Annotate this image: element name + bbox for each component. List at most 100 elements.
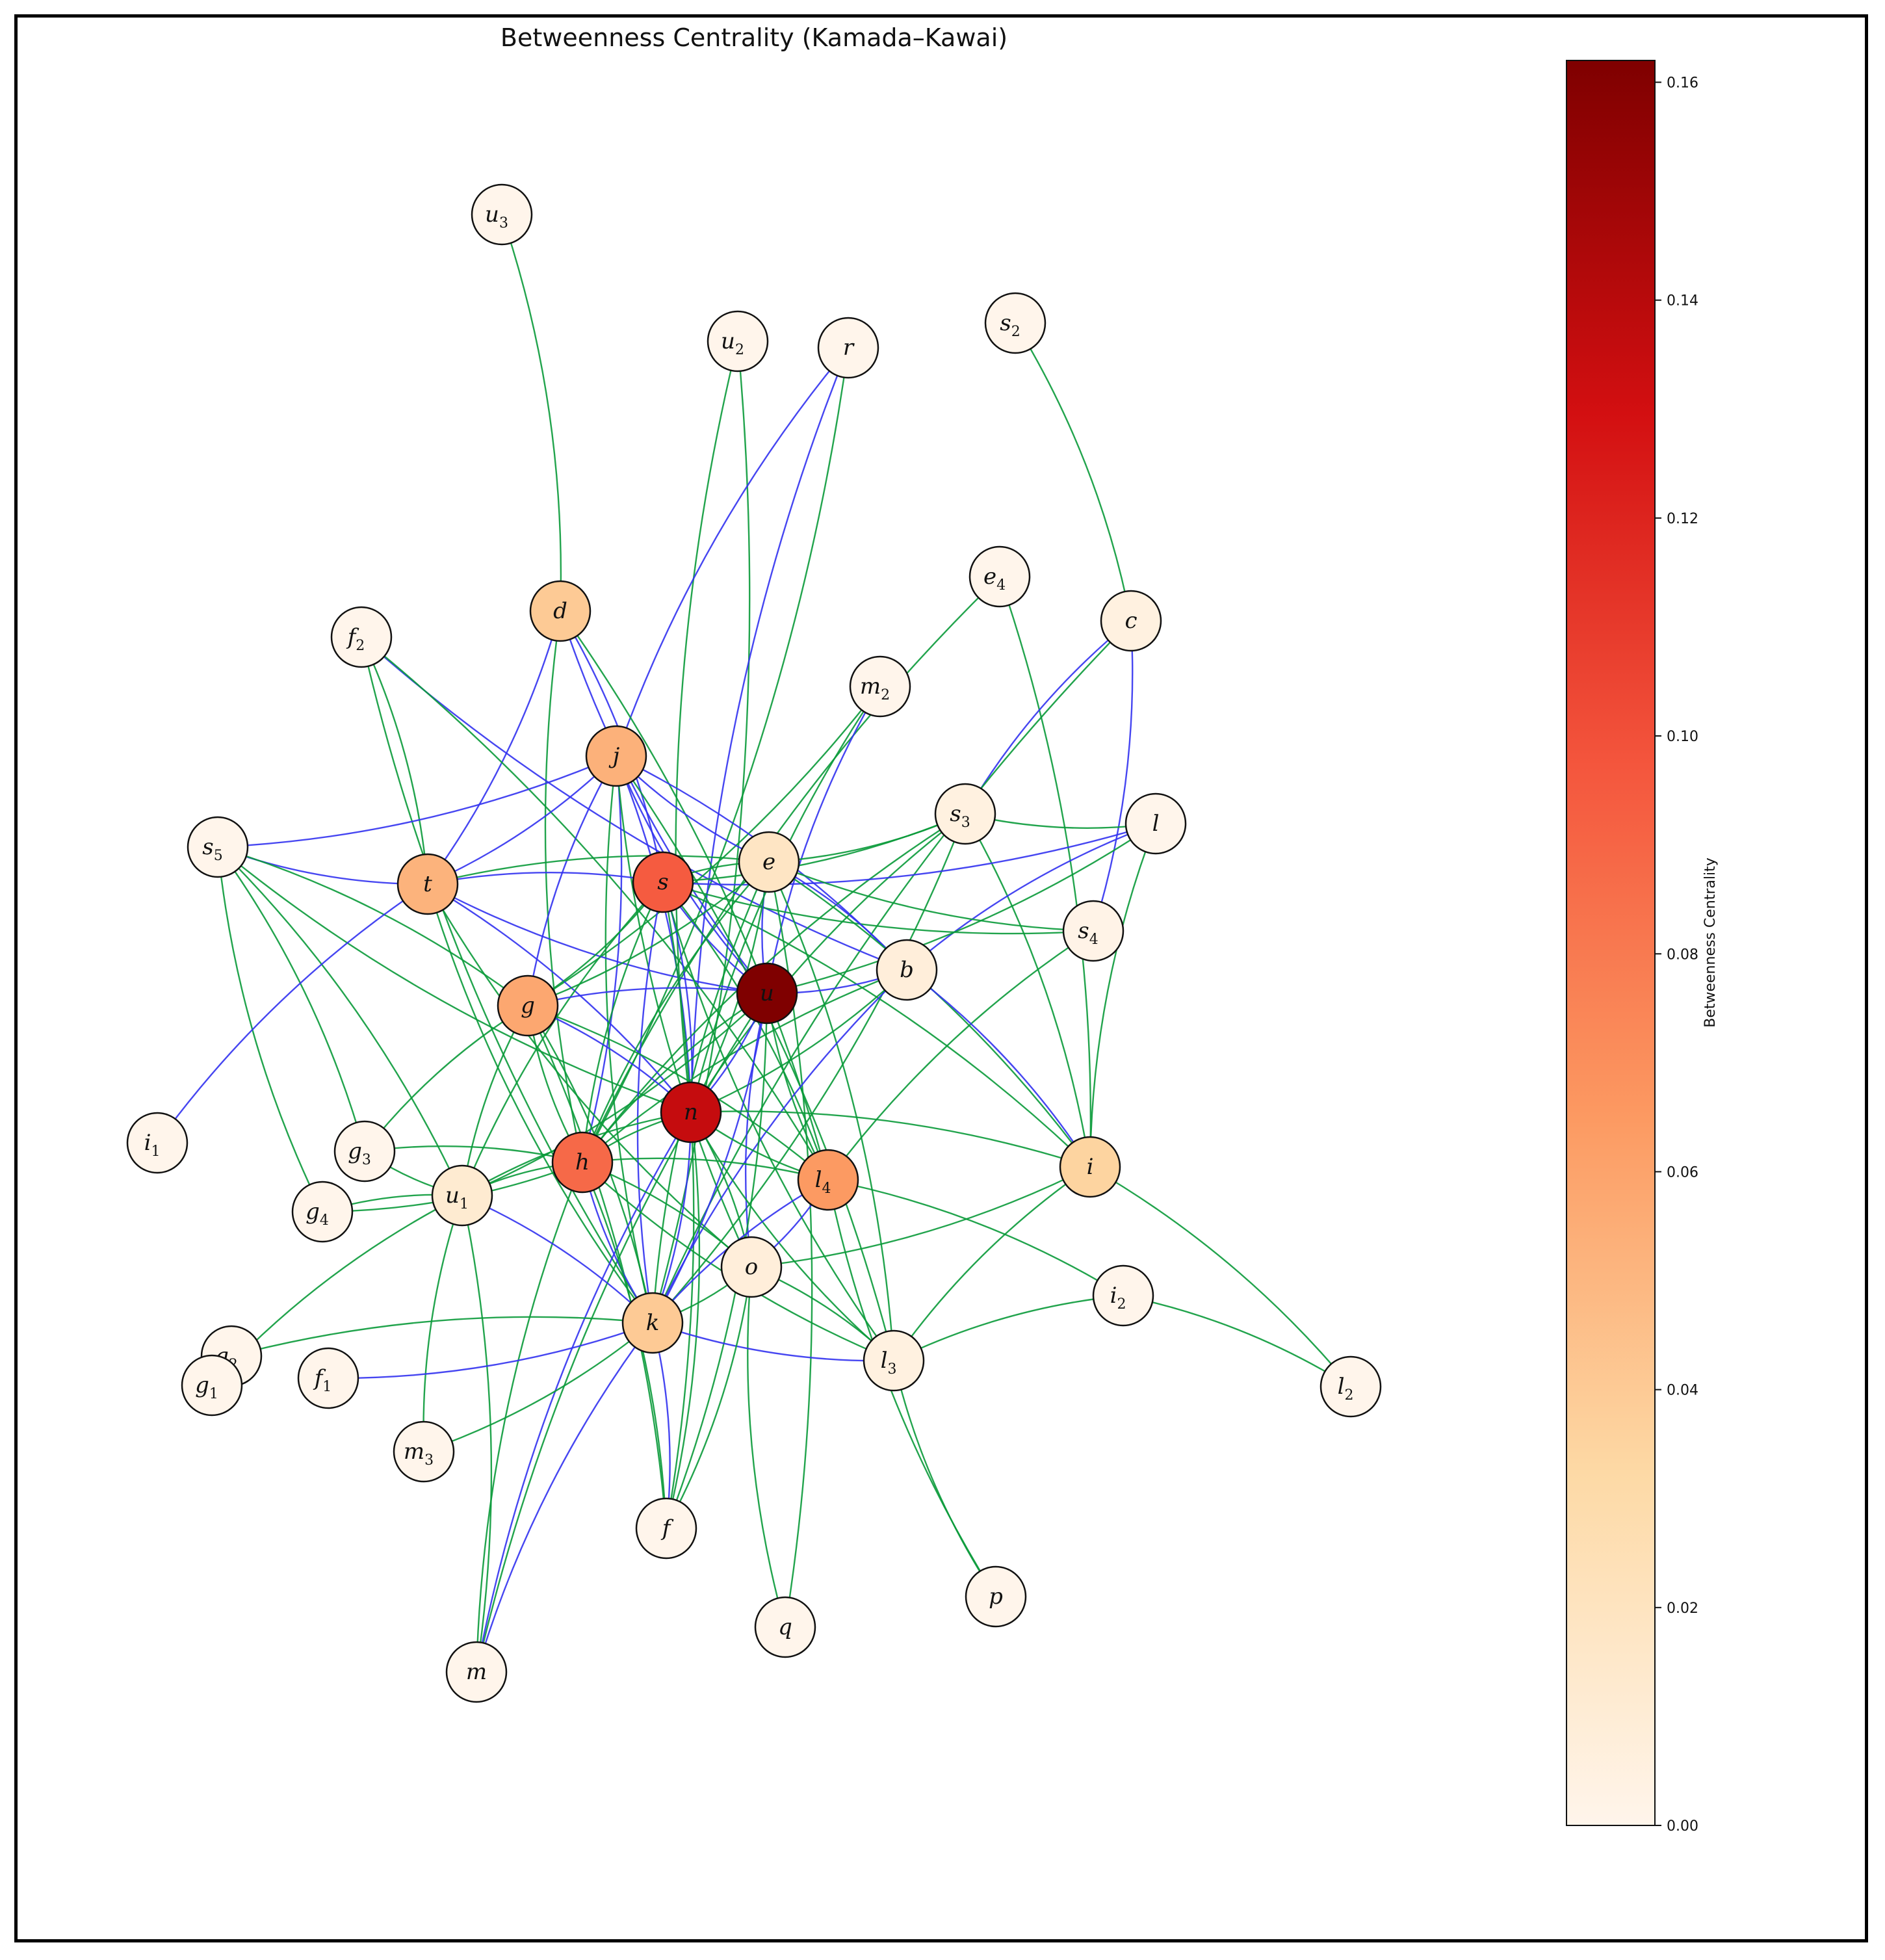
edge-b-h [582, 969, 907, 1163]
colorbar-tick-label: 0.14 [1667, 293, 1698, 309]
node-circle [797, 1149, 859, 1211]
edge-l-s [662, 822, 1156, 886]
node-circle [934, 783, 996, 845]
node-label: s [657, 869, 668, 895]
node-j[interactable]: j [585, 725, 647, 787]
node-circle [1124, 792, 1187, 855]
chart-title: Betweenness Centrality (Kamada–Kawai) [500, 23, 1008, 52]
edge-s3-k [652, 813, 967, 1324]
node-label: n [684, 1099, 698, 1125]
node-circle [817, 317, 879, 379]
node-g3[interactable]: g3 [333, 1120, 396, 1183]
node-label: k [646, 1310, 660, 1336]
edge-u-o [744, 993, 768, 1268]
edge-n-i [690, 1110, 1091, 1168]
edge-i2-l3 [893, 1294, 1124, 1362]
node-i2[interactable]: i2 [1092, 1264, 1154, 1327]
node-g4[interactable]: g4 [291, 1181, 354, 1243]
node-circle [738, 831, 800, 893]
node-h[interactable]: h [551, 1131, 614, 1194]
colorbar-ticks: 0.00 0.02 0.04 0.06 0.08 0.10 0.12 0.14 0.16 [1655, 75, 1698, 1835]
edge-f2-l4 [361, 636, 829, 1181]
node-l[interactable]: l [1124, 792, 1187, 855]
edge-m2-u [766, 686, 881, 994]
node-label: g [521, 993, 535, 1019]
node-circle [849, 655, 911, 718]
node-e[interactable]: e [738, 831, 800, 893]
node-circle [393, 1420, 455, 1483]
node-label: u [760, 980, 774, 1006]
node-label: q [778, 1614, 792, 1640]
edge-s5-g3 [217, 846, 366, 1152]
edge-b-n [690, 969, 907, 1114]
edge-t-i1 [157, 883, 428, 1143]
edge-u1-m3 [422, 1195, 463, 1452]
node-circle [529, 580, 592, 642]
node-circle [720, 1236, 783, 1298]
edge-f2-k [360, 636, 654, 1324]
node-s2[interactable]: s2 [984, 292, 1046, 354]
edge-c-s3 [964, 620, 1132, 815]
colorbar: 0.00 0.02 0.04 0.06 0.08 0.10 0.12 0.14 0.16 Bet… [1566, 60, 1719, 1835]
node-r[interactable]: r [817, 317, 879, 379]
edge-n-m [475, 1112, 692, 1673]
node-g[interactable]: g [497, 974, 559, 1037]
node-t[interactable]: t [396, 853, 459, 915]
node-n[interactable]: n [660, 1081, 722, 1143]
node-k[interactable]: k [621, 1292, 684, 1354]
node-circle [965, 1565, 1027, 1628]
node-label: b [900, 957, 914, 983]
edge-n-f [665, 1112, 701, 1529]
node-q[interactable]: q [754, 1596, 816, 1658]
edge-i-l2 [1089, 1166, 1351, 1387]
colorbar-tick-label: 0.00 [1667, 1818, 1698, 1835]
node-s5[interactable]: s5 [187, 816, 249, 878]
node-b[interactable]: b [876, 939, 938, 1001]
node-o[interactable]: o [720, 1236, 783, 1298]
node-u3[interactable]: u3 [471, 183, 533, 246]
edge-k-l3 [652, 1322, 894, 1362]
node-label: r [843, 335, 855, 361]
node-i[interactable]: i [1059, 1136, 1121, 1198]
node-circle [187, 816, 249, 878]
edge-s2-c [1014, 322, 1132, 621]
node-label: m [466, 1659, 487, 1685]
figure-frame [14, 14, 1868, 1942]
edge-m2-g [527, 686, 881, 1007]
edge-s4-l4 [827, 930, 1094, 1181]
edge-o-f [665, 1266, 753, 1529]
node-g1[interactable]: g1 [181, 1354, 243, 1417]
node-f1[interactable]: f1 [297, 1347, 359, 1409]
node-circle [876, 939, 938, 1001]
node-d[interactable]: d [529, 580, 592, 642]
edge-e-s4 [768, 861, 1094, 932]
node-m2[interactable]: m2 [849, 655, 911, 718]
node-u[interactable]: u [736, 962, 798, 1025]
node-circle [297, 1347, 359, 1409]
node-label: d [553, 598, 567, 624]
edge-k-m [475, 1322, 653, 1673]
edge-j-g [526, 755, 618, 1006]
node-l4[interactable]: l4 [797, 1149, 859, 1211]
node-s4[interactable]: s4 [1062, 900, 1124, 962]
node-f2[interactable]: f2 [330, 606, 393, 668]
node-f[interactable]: f [635, 1497, 697, 1560]
node-l3[interactable]: l3 [863, 1329, 925, 1392]
edge-u-u1 [462, 993, 768, 1197]
edge-i-o [751, 1166, 1091, 1268]
node-u2[interactable]: u2 [707, 310, 769, 372]
node-p[interactable]: p [965, 1565, 1027, 1628]
node-u1[interactable]: u1 [431, 1164, 493, 1227]
edge-s-h [581, 882, 664, 1163]
colorbar-tick-label: 0.08 [1667, 947, 1698, 963]
node-m[interactable]: m [445, 1641, 508, 1703]
node-i1[interactable]: i1 [126, 1112, 188, 1174]
node-l2[interactable]: l2 [1320, 1355, 1382, 1418]
node-s3[interactable]: s3 [934, 783, 996, 845]
node-s[interactable]: s [632, 851, 694, 913]
node-m3[interactable]: m3 [393, 1420, 455, 1483]
node-e4[interactable]: e4 [968, 545, 1031, 608]
edge-f2-t [360, 636, 429, 885]
edge-u1-m [461, 1195, 493, 1673]
node-c[interactable]: c [1100, 590, 1162, 652]
